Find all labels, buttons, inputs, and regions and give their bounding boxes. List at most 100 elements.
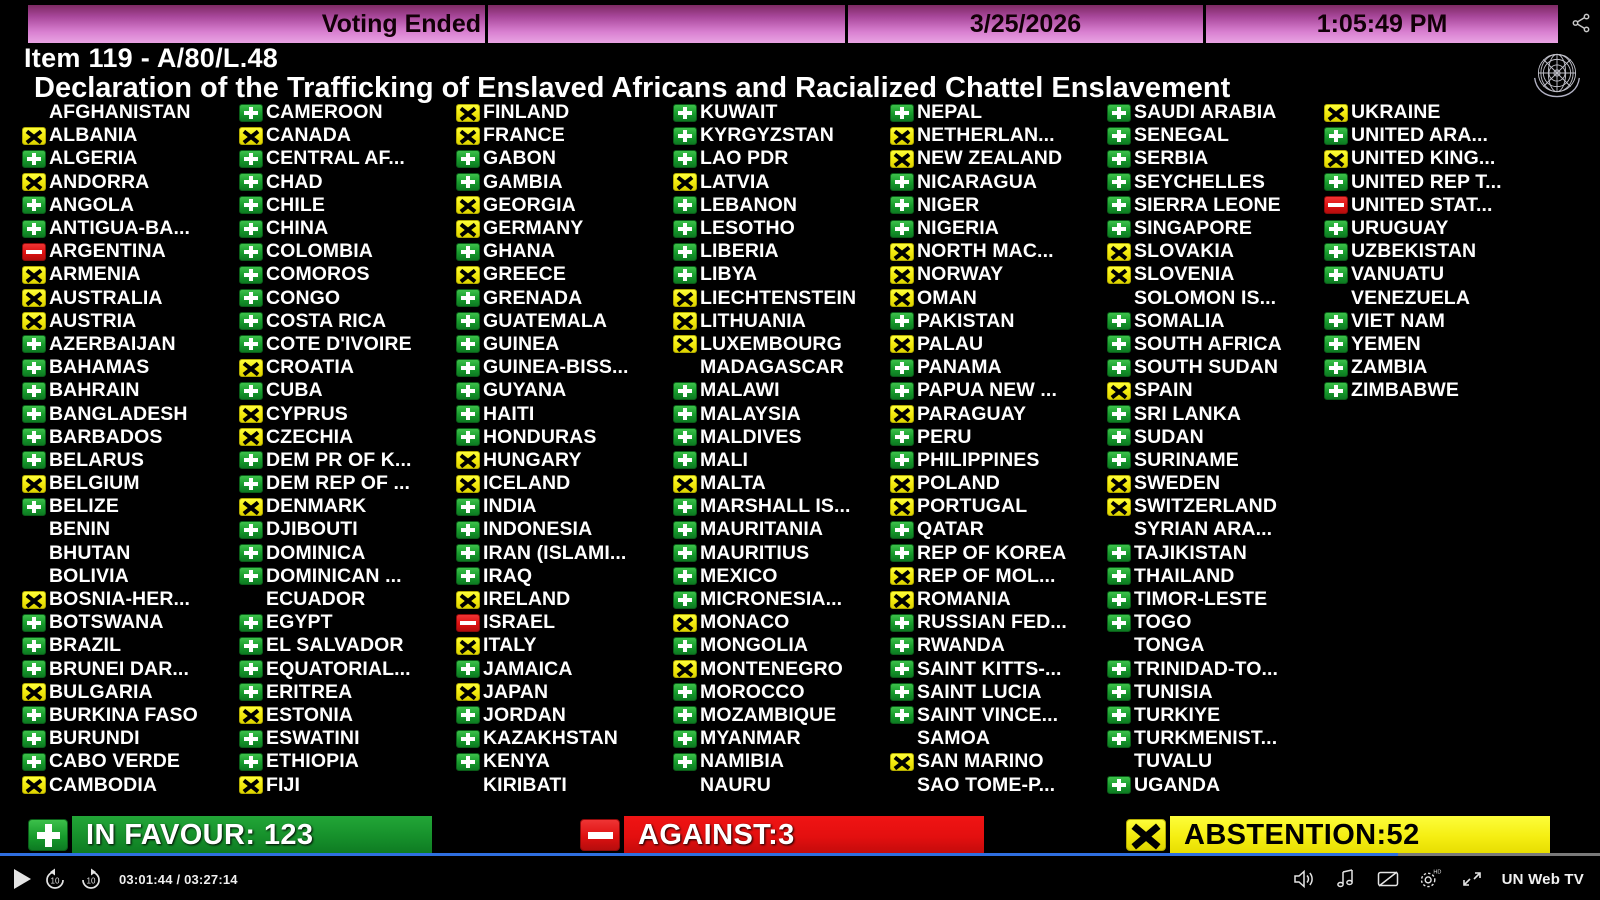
country-row: HONDURAS [456, 426, 673, 449]
country-name: BOTSWANA [49, 611, 164, 634]
vote-none-icon [22, 567, 46, 585]
vote-yes-icon [890, 613, 914, 632]
music-note-icon[interactable] [1334, 867, 1358, 891]
country-name: INDIA [483, 495, 537, 518]
vote-abstain-icon [239, 428, 263, 447]
vote-abstain-icon [239, 497, 263, 516]
vote-yes-icon [1107, 428, 1131, 447]
country-row: ETHIOPIA [239, 750, 456, 773]
vote-yes-icon [673, 706, 697, 725]
vote-abstain-icon [456, 103, 480, 122]
vote-yes-icon [22, 451, 46, 470]
country-name: SINGAPORE [1134, 217, 1252, 240]
country-column-1: CAMEROON CANADA CENTRAL AF... CHAD CHILE CHIN… [239, 101, 456, 797]
country-name: SOUTH AFRICA [1134, 332, 1282, 355]
country-name: ZAMBIA [1351, 356, 1428, 379]
country-column-2: FINLAND FRANCE GABON GAMBIA GEORGIA GERMANY GH… [456, 101, 673, 797]
country-name: ALBANIA [49, 124, 138, 147]
country-name: CAMBODIA [49, 773, 158, 796]
vote-abstain-icon [456, 451, 480, 470]
country-name: EQUATORIAL... [266, 657, 411, 680]
vote-none-icon [890, 730, 914, 748]
country-name: ANDORRA [49, 170, 150, 193]
country-name: MALDIVES [700, 425, 802, 448]
country-name: DENMARK [266, 495, 367, 518]
country-row: ZAMBIA [1324, 356, 1574, 379]
country-row: NICARAGUA [890, 171, 1107, 194]
vote-yes-icon [1107, 312, 1131, 331]
country-row: TOGO [1107, 611, 1324, 634]
country-name: DJIBOUTI [266, 518, 358, 541]
country-row: BOSNIA-HER... [22, 588, 239, 611]
rewind-10-icon[interactable]: 10 [43, 867, 67, 891]
country-name: KYRGYZSTAN [700, 124, 834, 147]
country-name: GUATEMALA [483, 309, 608, 332]
country-name: LIBYA [700, 263, 758, 286]
country-row: SAINT KITTS-... [890, 658, 1107, 681]
volume-icon[interactable] [1292, 867, 1316, 891]
vote-yes-icon [673, 683, 697, 702]
subtitles-off-icon[interactable] [1376, 867, 1400, 891]
country-row: GREECE [456, 263, 673, 286]
country-name: BULGARIA [49, 680, 153, 703]
country-name: ITALY [483, 634, 537, 657]
country-row: AUSTRIA [22, 310, 239, 333]
vote-abstain-icon [239, 706, 263, 725]
country-name: GAMBIA [483, 170, 563, 193]
country-row: VIET NAM [1324, 310, 1574, 333]
vote-yes-icon [22, 335, 46, 354]
vote-yes-icon [673, 103, 697, 122]
vote-yes-icon [239, 544, 263, 563]
plus-icon [28, 819, 68, 851]
vote-yes-icon [1324, 219, 1348, 238]
vote-yes-icon [239, 312, 263, 331]
video-time-display: 03:01:44 / 03:27:14 [119, 871, 238, 887]
vote-yes-icon [22, 636, 46, 655]
country-row: ALBANIA [22, 124, 239, 147]
vote-yes-icon [239, 149, 263, 168]
vote-abstain-icon [1107, 242, 1131, 261]
vote-yes-icon [890, 706, 914, 725]
country-row: KENYA [456, 750, 673, 773]
svg-text:HD: HD [1433, 869, 1441, 875]
gear-hd-icon[interactable]: HD [1418, 867, 1442, 891]
country-row: UNITED REP T... [1324, 171, 1574, 194]
vote-none-icon [1107, 289, 1131, 307]
country-name: EGYPT [266, 611, 333, 634]
vote-abstain-icon [890, 265, 914, 284]
country-row: KUWAIT [673, 101, 890, 124]
country-name: DEM REP OF ... [266, 472, 411, 495]
country-name: MALI [700, 448, 749, 471]
vote-yes-icon [456, 428, 480, 447]
country-row: REP OF MOL... [890, 565, 1107, 588]
vote-abstain-icon [22, 126, 46, 145]
country-row: MONGOLIA [673, 634, 890, 657]
forward-10-icon[interactable]: 10 [79, 867, 103, 891]
country-name: VENEZUELA [1351, 286, 1470, 309]
country-row: PHILIPPINES [890, 449, 1107, 472]
country-name: MALAWI [700, 379, 780, 402]
vote-yes-icon [1107, 729, 1131, 748]
country-name: MONGOLIA [700, 634, 809, 657]
country-name: TURKIYE [1134, 703, 1221, 726]
share-icon[interactable] [1570, 12, 1592, 34]
vote-yes-icon [22, 660, 46, 679]
vote-abstain-icon [456, 590, 480, 609]
country-name: MADAGASCAR [700, 356, 844, 379]
country-row: LUXEMBOURG [673, 333, 890, 356]
country-name: TURKMENIST... [1134, 727, 1278, 750]
country-row: DJIBOUTI [239, 518, 456, 541]
vote-yes-icon [239, 335, 263, 354]
vote-yes-icon [1107, 544, 1131, 563]
country-row: CZECHIA [239, 426, 456, 449]
fullscreen-icon[interactable] [1460, 867, 1484, 891]
country-name: RUSSIAN FED... [917, 611, 1067, 634]
country-row: REP OF KOREA [890, 542, 1107, 565]
country-name: JAMAICA [483, 657, 573, 680]
play-icon[interactable] [14, 869, 31, 889]
country-row: SIERRA LEONE [1107, 194, 1324, 217]
country-row: IRELAND [456, 588, 673, 611]
country-name: LAO PDR [700, 147, 789, 170]
tally-abstention: ABSTENTION:52 [1126, 816, 1550, 854]
